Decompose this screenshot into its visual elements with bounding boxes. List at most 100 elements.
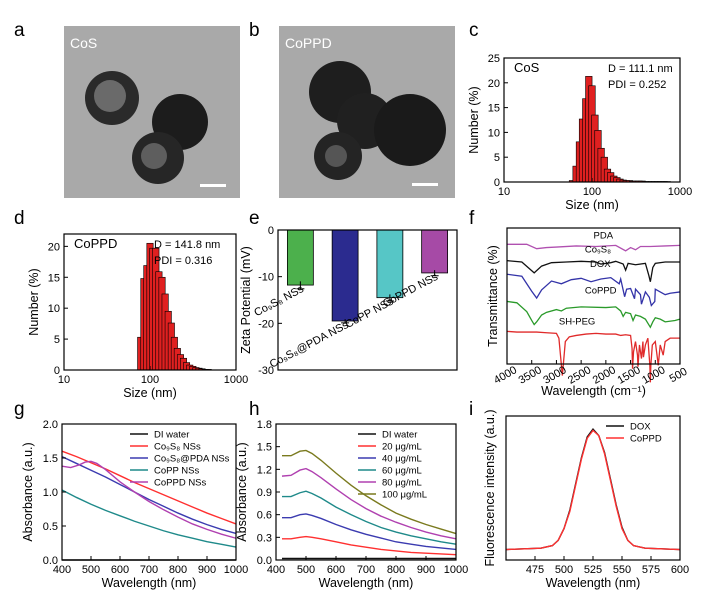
x-tick-label: 700	[140, 564, 158, 576]
plot-frame-e	[277, 229, 458, 371]
series-line	[61, 489, 237, 548]
y-tick-label: 5	[54, 334, 60, 346]
series-line	[505, 429, 681, 551]
series-line	[61, 456, 237, 535]
x-tick-label: 800	[169, 564, 187, 576]
spectrum-line	[507, 243, 681, 252]
tem-label-cos: CoS	[70, 35, 97, 51]
y-tick-label: 1.8	[257, 419, 272, 431]
x-tick-label: 900	[198, 564, 216, 576]
category-label: Co₉S₈ NSs	[252, 283, 306, 319]
chart-d-coppd-size-distribution: 10 100 1000 0 5 10 15 20 CoPPD D = 141.8 nm PDI = …	[27, 233, 248, 400]
x-tick-label: 10	[58, 374, 70, 386]
series-line	[61, 450, 237, 525]
legend-entry: 20 μg/mL	[382, 442, 422, 453]
y-tick-label: 0.0	[257, 555, 272, 567]
series-label: DOX	[590, 259, 611, 270]
x-tick-label: 550	[613, 564, 631, 576]
panel-label-h: h	[249, 399, 260, 420]
y-axis-label-h: Absorbance (a.u.)	[235, 442, 249, 541]
series-line	[282, 449, 457, 535]
zeta-bar	[421, 229, 449, 274]
x-tick-label: 575	[642, 564, 660, 576]
annotation-diameter: D = 111.1 nm	[608, 63, 673, 75]
y-tick-label: 5	[494, 152, 500, 164]
y-tick-label: -20	[258, 318, 274, 330]
series-label: Co₉S₈	[585, 245, 611, 256]
annotation-pdi: PDI = 0.252	[608, 79, 666, 91]
x-axis-label-h: Wavelength (nm)	[319, 576, 414, 590]
series-line	[61, 460, 237, 539]
y-tick-label: 1.5	[257, 442, 272, 454]
panel-label-b: b	[249, 20, 260, 41]
x-tick-label: 3500	[517, 364, 544, 387]
x-tick-label: 1000	[668, 186, 692, 198]
y-tick-label: 1.0	[43, 487, 58, 499]
series-label: SH-PEG	[559, 316, 595, 327]
series-line	[282, 513, 457, 551]
y-tick-label: 2.0	[43, 419, 58, 431]
x-tick-label: 10	[498, 186, 510, 198]
y-tick-label: 0.0	[43, 555, 58, 567]
legend-entry: CoPPD NSs	[154, 478, 207, 489]
spectrum-line	[506, 259, 680, 282]
legend-entry: 80 μg/mL	[382, 478, 422, 489]
legend-entry: CoPPD	[630, 434, 662, 445]
legend-entry: CoPP NSs	[154, 466, 199, 477]
y-axis-label-d: Number (%)	[27, 268, 41, 335]
legend-entry: DI water	[154, 430, 189, 441]
panel-label-e: e	[249, 208, 260, 229]
y-axis-label-f: Transmittance (%)	[486, 245, 500, 347]
x-tick-label: 4000	[492, 364, 519, 387]
plot-frame-g	[61, 423, 237, 561]
x-tick-label: 100	[141, 374, 159, 386]
x-tick-label: 600	[327, 564, 345, 576]
legend-entry: Co₉S₈@PDA NSs	[154, 454, 230, 465]
y-tick-label: 0.5	[43, 521, 58, 533]
annotation-pdi: PDI = 0.316	[154, 255, 212, 267]
series-label: CoPPD	[585, 285, 617, 296]
panel-label-a: a	[14, 20, 25, 41]
legend-entry: 60 μg/mL	[382, 466, 422, 477]
y-tick-label: 15	[48, 272, 60, 284]
y-tick-label: 0.6	[257, 510, 272, 522]
y-tick-label: 20	[488, 78, 500, 90]
y-tick-label: 0.3	[257, 532, 272, 544]
x-axis-label-d: Size (nm)	[123, 386, 176, 400]
y-axis-label-c: Number (%)	[467, 86, 481, 153]
y-tick-label: 1.5	[43, 453, 58, 465]
spectrum-line	[506, 273, 681, 307]
chart-f-ftir: PDACo₉S₈DOXCoPPDSH-PEG400035003000250020…	[486, 227, 689, 398]
category-label: Co₉S₈@PDA NSs	[268, 319, 351, 371]
x-tick-label: 1000	[224, 564, 248, 576]
y-axis-label-g: Absorbance (a.u.)	[21, 442, 35, 541]
x-tick-label: 500	[82, 564, 100, 576]
tem-image-coppd: CoPPD	[279, 26, 455, 198]
x-tick-label: 400	[267, 564, 285, 576]
tem-image-cos: CoS	[64, 26, 240, 198]
series-line	[281, 467, 457, 540]
x-axis-label-i: Wavelength (nm)	[546, 576, 641, 590]
x-tick-label: 500	[555, 564, 573, 576]
x-axis-label-c: Size (nm)	[565, 198, 618, 212]
x-tick-label: 1000	[224, 374, 248, 386]
y-tick-label: 0	[268, 225, 274, 237]
zeta-bar	[286, 229, 314, 286]
x-tick-label: 900	[417, 564, 435, 576]
x-axis-label-g: Wavelength (nm)	[102, 576, 197, 590]
legend-entry: Co₉S₈ NSs	[154, 442, 201, 453]
x-tick-label: 800	[387, 564, 405, 576]
chart-title: CoPPD	[74, 236, 117, 251]
x-tick-label: 1000	[444, 564, 468, 576]
y-tick-label: 0	[494, 177, 500, 189]
y-tick-label: -10	[258, 272, 274, 284]
zeta-bar	[331, 229, 359, 322]
y-tick-label: 15	[488, 103, 500, 115]
series-line	[505, 427, 681, 551]
legend-entry: DI water	[382, 430, 417, 441]
chart-g-absorbance: 400 500 600 700 800 900 1000 0.0 0.5 1.0 1.5 2.0 DI …	[21, 419, 248, 590]
legend-entry: DOX	[630, 422, 651, 433]
annotation-diameter: D = 141.8 nm	[154, 239, 220, 251]
series-label: PDA	[594, 230, 614, 241]
legend-entry: 40 μg/mL	[382, 454, 422, 465]
